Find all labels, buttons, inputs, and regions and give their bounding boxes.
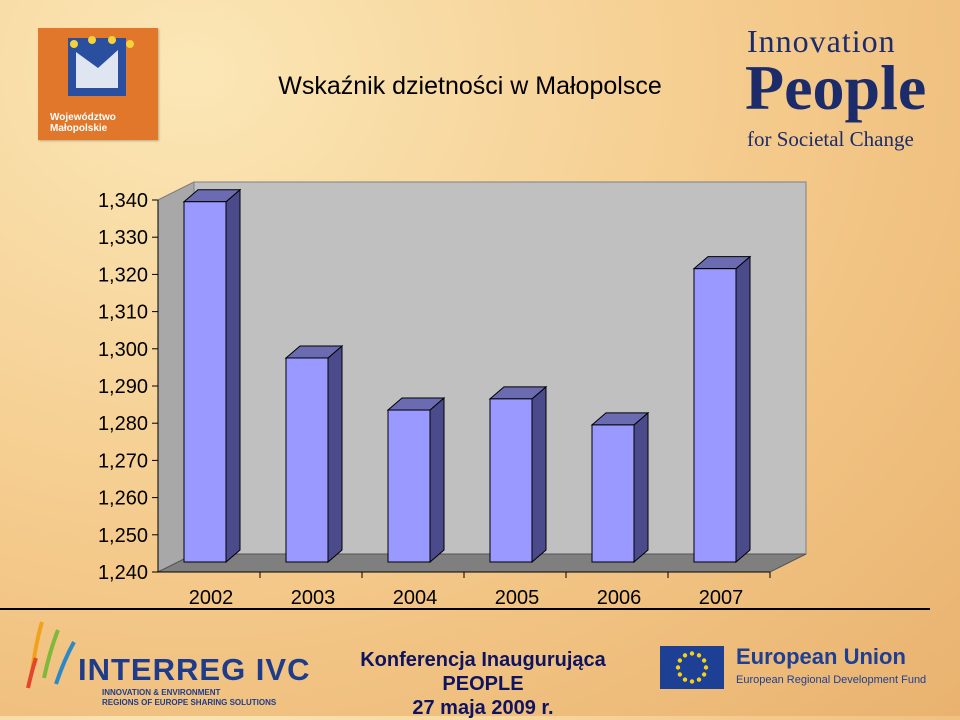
bar-front [285,357,329,563]
eu-star [689,679,695,684]
eu-star [696,653,702,658]
y-tick-label: 1,310 [98,302,148,324]
page-title: Wskaźnik dzietności w Małopolsce [278,72,662,100]
interreg-logo-sub1: INNOVATION & ENVIRONMENT [102,688,221,697]
x-tick-label: 2003 [291,587,336,609]
bar-side [225,188,241,564]
bar-front [591,424,635,563]
x-tick-label: 2005 [495,587,540,609]
bar [386,396,446,564]
x-tick-label: 2002 [189,587,234,609]
eu-star [703,665,709,670]
bar [284,344,344,564]
y-tick-label: 1,290 [98,376,148,398]
malopolska-emblem-icon [68,36,134,96]
x-tick-label: 2006 [597,587,642,609]
eu-flag-icon [660,646,724,689]
eu-star [696,677,702,682]
malopolska-logo-line1: Województwo [50,112,116,123]
innovation-logo-line2: People [745,52,927,123]
eu-star [675,665,681,670]
eu-logo-main: European Union [736,644,906,669]
bar-side [531,385,547,564]
x-axis: 2002 2003 2004 2005 2006 2007 [189,572,771,609]
interreg-logo-sub2: REGIONS OF EUROPE SHARING SOLUTIONS [102,698,277,707]
y-tick-label: 1,260 [98,488,148,510]
bar [692,255,752,564]
y-tick-label: 1,320 [98,264,148,286]
eu-star [677,672,683,677]
y-tick-label: 1,340 [98,190,148,212]
footer-line1: Konferencja Inaugurująca PEOPLE [360,649,606,695]
y-tick-label: 1,270 [98,450,148,472]
eu-star [682,677,688,682]
bar-front [489,398,533,563]
interreg-logo: INTERREG IVC INNOVATION & ENVIRONMENT RE… [22,612,309,712]
eu-star [682,653,688,658]
y-tick-label: 1,250 [98,525,148,547]
y-tick-label: 1,330 [98,227,148,249]
eu-logo-sub: European Regional Development Fund [736,674,927,686]
bar [182,188,242,564]
malopolska-logo-line2: Małopolskie [50,123,108,134]
bar-front [183,201,227,563]
bar-front [387,409,431,563]
bar [488,385,548,564]
eu-star [677,658,683,663]
innovation-logo-line3: for Societal Change [747,127,914,151]
bar-front [693,268,737,563]
y-tick-label: 1,240 [98,562,148,584]
malopolska-logo: Województwo Małopolskie [38,28,158,140]
footer-line2: 27 maja 2009 r. [412,697,554,719]
y-tick-label: 1,300 [98,339,148,361]
bar-side [429,396,445,564]
eu-logo: European Union European Regional Develop… [660,642,950,694]
chart-bars [182,188,752,564]
eu-star [689,651,695,656]
eu-star [701,672,707,677]
bar [590,411,650,564]
y-axis: 1,240 1,250 1,260 1,270 1,280 1,290 1,300 1,310… [98,190,158,584]
x-tick-label: 2004 [393,587,438,609]
footer-divider [0,608,930,610]
x-tick-label: 2007 [699,587,744,609]
innovation-people-logo: Innovation People for Societal Change [735,15,945,155]
interreg-logo-main: INTERREG IVC [78,652,311,687]
bar-chart: 1,240 1,250 1,260 1,270 1,280 1,290 1,300 1,310… [98,181,807,609]
interreg-swoosh-icon [26,621,76,689]
bar-side [327,344,343,564]
eu-star [701,658,707,663]
footer-text: Konferencja Inaugurująca PEOPLE 27 maja … [330,648,636,720]
bar-side [633,411,649,564]
y-tick-label: 1,280 [98,413,148,435]
innovation-logo-line1: Innovation [747,23,896,59]
bar-side [735,255,751,564]
